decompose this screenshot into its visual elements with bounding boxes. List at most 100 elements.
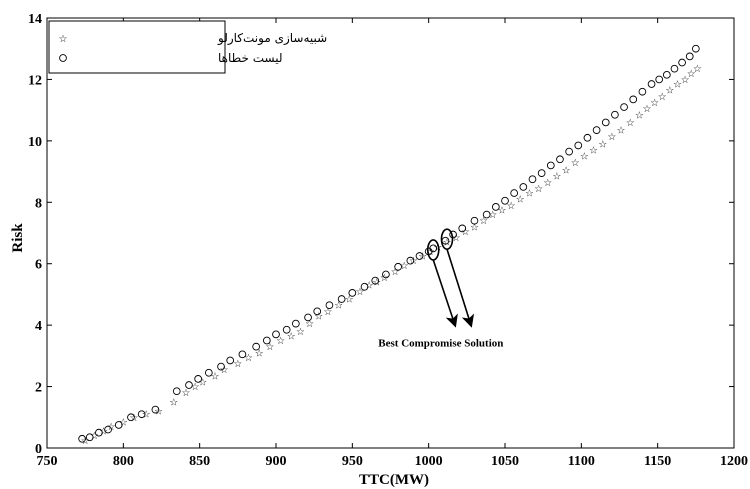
star-point: ☆ [191, 382, 200, 393]
circle-point [501, 196, 509, 205]
star-point: ☆ [470, 222, 479, 233]
y-axis-label: Risk [10, 223, 26, 253]
circle-point [519, 183, 528, 191]
y-tick-label: 2 [35, 381, 42, 396]
y-tick-label: 0 [35, 442, 42, 457]
circle-point [638, 87, 647, 96]
circle-point [85, 433, 94, 442]
star-point: ☆ [598, 139, 607, 150]
y-tick-label: 8 [35, 196, 42, 211]
circle-point [611, 110, 619, 119]
star-point: ☆ [543, 178, 552, 189]
star-point: ☆ [142, 410, 151, 421]
star-point: ☆ [210, 371, 219, 382]
legend-label: لیست خطاها [218, 51, 282, 65]
star-point: ☆ [617, 126, 626, 137]
star-point: ☆ [345, 295, 354, 306]
circle-point [272, 330, 280, 339]
x-tick-label: 750 [37, 454, 58, 469]
star-point: ☆ [372, 278, 381, 289]
star-point: ☆ [198, 377, 207, 388]
circle-point [565, 147, 573, 156]
star-point: ☆ [635, 110, 644, 121]
circle-point [151, 405, 160, 414]
star-point: ☆ [516, 195, 525, 206]
star-point: ☆ [658, 92, 667, 103]
circle-point [204, 368, 213, 377]
star-point: ☆ [400, 261, 409, 272]
star-point: ☆ [552, 172, 561, 183]
star-point: ☆ [220, 365, 229, 376]
star-point: ☆ [681, 75, 690, 86]
circle-point [670, 64, 679, 73]
x-tick-label: 800 [113, 454, 134, 469]
y-tick-label: 6 [35, 258, 42, 273]
y-tick-label: 4 [35, 319, 42, 334]
circle-point [185, 381, 193, 389]
circle-point [337, 295, 346, 303]
star-point: ☆ [244, 353, 253, 364]
circle-point [382, 270, 390, 279]
star-point: ☆ [169, 397, 178, 408]
circle-point [226, 356, 235, 365]
star-point: ☆ [296, 327, 305, 338]
circle-point [415, 252, 424, 260]
circle-point [491, 203, 500, 211]
star-point: ☆ [323, 307, 332, 318]
star-point: ☆ [642, 104, 651, 115]
circle-point [691, 44, 700, 53]
legend: ☆ شبیه‌سازی مونت‌کارلو لیست خطاها [48, 20, 327, 74]
x-tick-label: 1150 [644, 454, 671, 469]
circle-point [78, 434, 86, 443]
star-point: ☆ [426, 247, 435, 258]
circle-point [291, 319, 300, 328]
star-point: ☆ [380, 273, 389, 284]
circle-point [574, 141, 583, 150]
y-tick-label: 12 [28, 73, 42, 88]
circle-point [470, 216, 479, 225]
data-marks: ☆ ☆ ☆☆ ☆ ☆ ☆ ☆☆☆☆☆☆☆☆☆ ☆☆☆ ☆ ☆☆☆ ☆☆☆☆☆☆☆☆☆ ☆ ☆☆☆ ☆ ☆☆ ☆… [78, 44, 702, 447]
star-point: ☆ [525, 189, 534, 200]
star-point: ☆ [314, 311, 323, 322]
star-point: ☆ [497, 205, 506, 216]
star-point: ☆ [391, 267, 400, 278]
star-point: ☆ [287, 331, 296, 342]
star-point: ☆ [693, 64, 702, 75]
circle-point [678, 58, 686, 67]
plot-frame [46, 17, 735, 449]
circle-point [172, 387, 181, 396]
star-point: ☆ [355, 287, 364, 298]
annotation-arrow [446, 248, 475, 328]
star-point: ☆ [276, 336, 285, 347]
star-point: ☆ [443, 238, 452, 249]
circle-point [406, 256, 415, 265]
circle-point [252, 342, 261, 351]
star-point: ☆ [181, 388, 190, 399]
circle-point [262, 336, 271, 345]
star-point: ☆ [507, 201, 516, 212]
circle-point [655, 75, 664, 84]
circle-point [360, 282, 369, 291]
star-point: ☆ [626, 118, 635, 129]
circle-point [601, 118, 610, 127]
star-point: ☆ [607, 132, 616, 143]
circle-point [394, 262, 402, 271]
circle-point [662, 70, 671, 79]
circle-point [217, 362, 225, 371]
circle-point [510, 189, 519, 197]
circle-point [620, 103, 628, 111]
circle-point [348, 289, 357, 297]
star-point: ☆ [687, 69, 696, 80]
circle-point [556, 155, 564, 164]
circle-point [137, 410, 146, 419]
star-point: ☆ [265, 342, 274, 353]
x-tick-label: 900 [266, 454, 287, 469]
star-point: ☆ [534, 184, 543, 195]
star-point: ☆ [99, 427, 108, 438]
circle-point [95, 428, 103, 437]
legend-box [48, 20, 226, 74]
y-axis-ticks: 0 2 4 6 8 10 12 14 [28, 12, 734, 457]
star-point: ☆ [461, 227, 470, 238]
circle-point [482, 210, 491, 219]
